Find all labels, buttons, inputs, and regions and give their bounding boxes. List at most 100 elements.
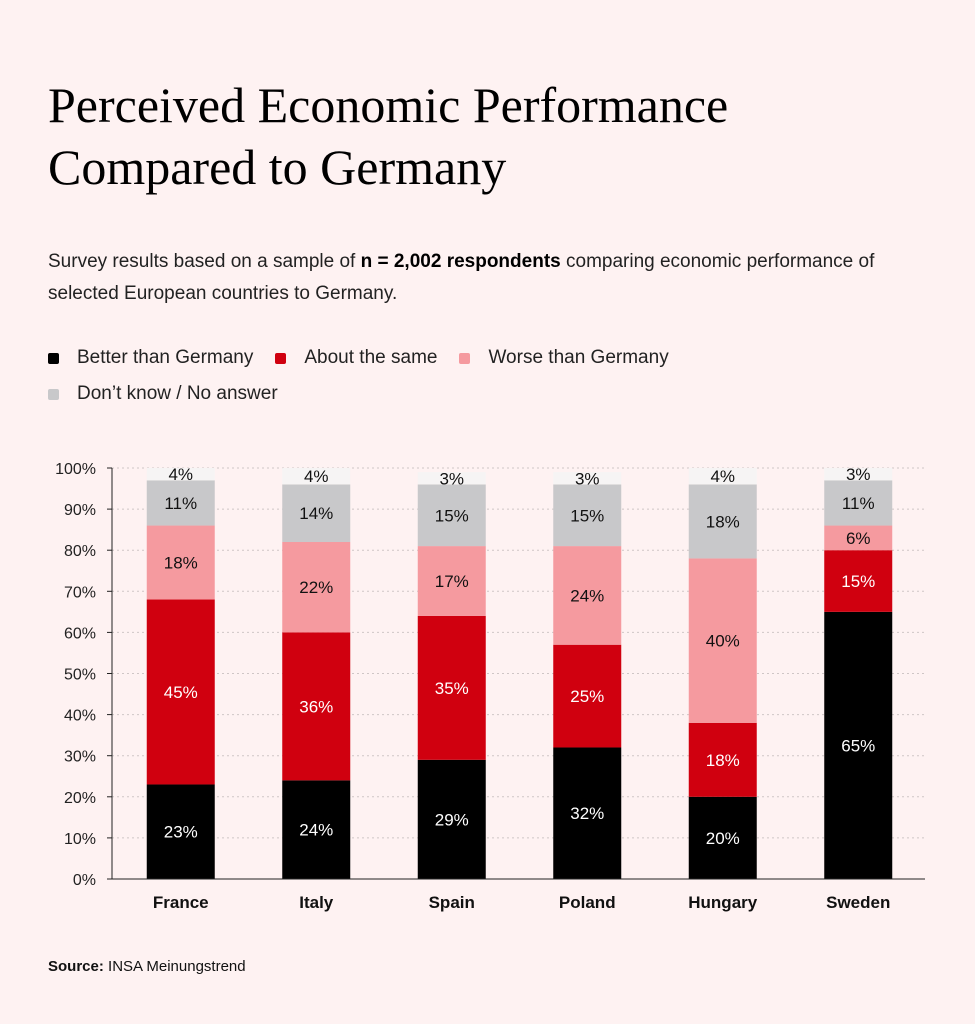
bar-segment (146, 784, 215, 879)
x-tick-label: Poland (559, 893, 616, 912)
bar-segment (146, 599, 215, 785)
legend-label: Don’t know / No answer (77, 383, 278, 404)
data-label: 11% (164, 494, 197, 513)
legend-item: Worse than Germany (459, 340, 669, 376)
data-label: 18% (706, 751, 740, 770)
data-label: 15% (570, 506, 604, 525)
legend-item: Better than Germany (48, 340, 253, 376)
data-label: 3% (846, 465, 871, 484)
bar-segment (417, 615, 486, 760)
data-label: 4% (304, 467, 329, 486)
bar-segment (282, 780, 351, 879)
y-tick-label: 50% (64, 667, 96, 684)
x-tick-label: Hungary (688, 893, 758, 912)
bar-segment (688, 468, 757, 485)
bar-segment (553, 747, 622, 879)
data-label: 23% (164, 823, 198, 842)
bar-segment (417, 472, 486, 485)
title-line-1: Perceived Economic Performance (48, 77, 729, 133)
bar-segment (282, 484, 351, 542)
bar-segment (824, 550, 893, 612)
bar-segment (688, 558, 757, 723)
data-label: 32% (570, 804, 604, 823)
legend-item: About the same (275, 340, 437, 376)
bar-segment (417, 759, 486, 879)
legend-swatch (48, 388, 59, 400)
bar-segment (688, 722, 757, 797)
bar-segment (146, 525, 215, 600)
data-label: 14% (299, 504, 333, 523)
data-label: 24% (570, 586, 604, 605)
legend-swatch (275, 352, 287, 364)
y-tick-label: 0% (73, 872, 96, 889)
bar-segment (146, 480, 215, 526)
data-label: 15% (435, 506, 469, 525)
subtitle-pre: Survey results based on a sample of (48, 251, 361, 272)
data-label: 17% (435, 572, 469, 591)
bar-segment (824, 480, 893, 526)
y-tick-label: 90% (64, 502, 96, 519)
y-tick-label: 100% (55, 461, 96, 478)
data-label: 29% (435, 810, 469, 829)
source-note: Source: INSA Meinungstrend (48, 958, 246, 975)
title-line-2: Compared to Germany (48, 139, 507, 195)
source-text: INSA Meinungstrend (103, 958, 246, 975)
data-label: 15% (841, 572, 875, 591)
data-label: 18% (706, 512, 740, 531)
bar-segment (688, 484, 757, 559)
bar-segment (417, 546, 486, 616)
legend-label: Better than Germany (77, 347, 254, 368)
subtitle-post: comparing economic performance of select… (48, 251, 875, 304)
bar-segment (553, 546, 622, 645)
data-label: 20% (706, 829, 740, 848)
x-tick-label: France (153, 893, 209, 912)
x-tick-label: Italy (299, 893, 334, 912)
subtitle-sample-size: n = 2,002 respondents (360, 251, 561, 272)
data-label: 24% (299, 821, 333, 840)
legend-item: Don’t know / No answer (48, 376, 278, 412)
legend-label: About the same (304, 347, 438, 368)
bar-segment (553, 644, 622, 748)
legend: Better than Germany About the same Worse t… (48, 340, 848, 412)
y-tick-label: 60% (64, 625, 96, 642)
data-label: 11% (842, 494, 875, 513)
chart-title: Perceived Economic Performance Compared … (48, 74, 948, 198)
data-label: 25% (570, 687, 604, 706)
bar-segment (824, 525, 893, 551)
bar-segment (553, 484, 622, 547)
bar-segment (688, 796, 757, 879)
data-label: 36% (299, 697, 333, 716)
data-label: 18% (164, 554, 198, 573)
legend-label: Worse than Germany (488, 347, 669, 368)
data-label: 35% (435, 679, 469, 698)
data-label: 45% (164, 683, 198, 702)
data-label: 3% (439, 469, 464, 488)
bar-segment (553, 472, 622, 485)
bar-segment (824, 611, 893, 879)
x-tick-label: Sweden (826, 893, 890, 912)
legend-swatch (48, 352, 59, 364)
y-tick-label: 30% (64, 749, 96, 766)
y-tick-label: 20% (64, 790, 96, 807)
data-label: 4% (710, 467, 735, 486)
bar-segment (282, 632, 351, 781)
bar-segment (824, 468, 893, 481)
data-label: 6% (846, 529, 871, 548)
x-tick-label: Spain (429, 893, 475, 912)
data-label: 65% (841, 736, 875, 755)
bar-segment (282, 541, 351, 633)
legend-swatch (459, 352, 471, 364)
data-label: 3% (575, 469, 600, 488)
chart-subtitle: Survey results based on a sample of n = … (48, 246, 908, 310)
y-tick-label: 10% (64, 831, 96, 848)
bar-segment (146, 468, 215, 481)
y-tick-label: 80% (64, 543, 96, 560)
data-label: 4% (168, 465, 193, 484)
bar-segment (417, 484, 486, 547)
data-label: 40% (706, 632, 740, 651)
source-label: Source: (48, 958, 104, 975)
bar-segment (282, 468, 351, 485)
data-label: 22% (299, 578, 333, 597)
y-tick-label: 70% (64, 584, 96, 601)
